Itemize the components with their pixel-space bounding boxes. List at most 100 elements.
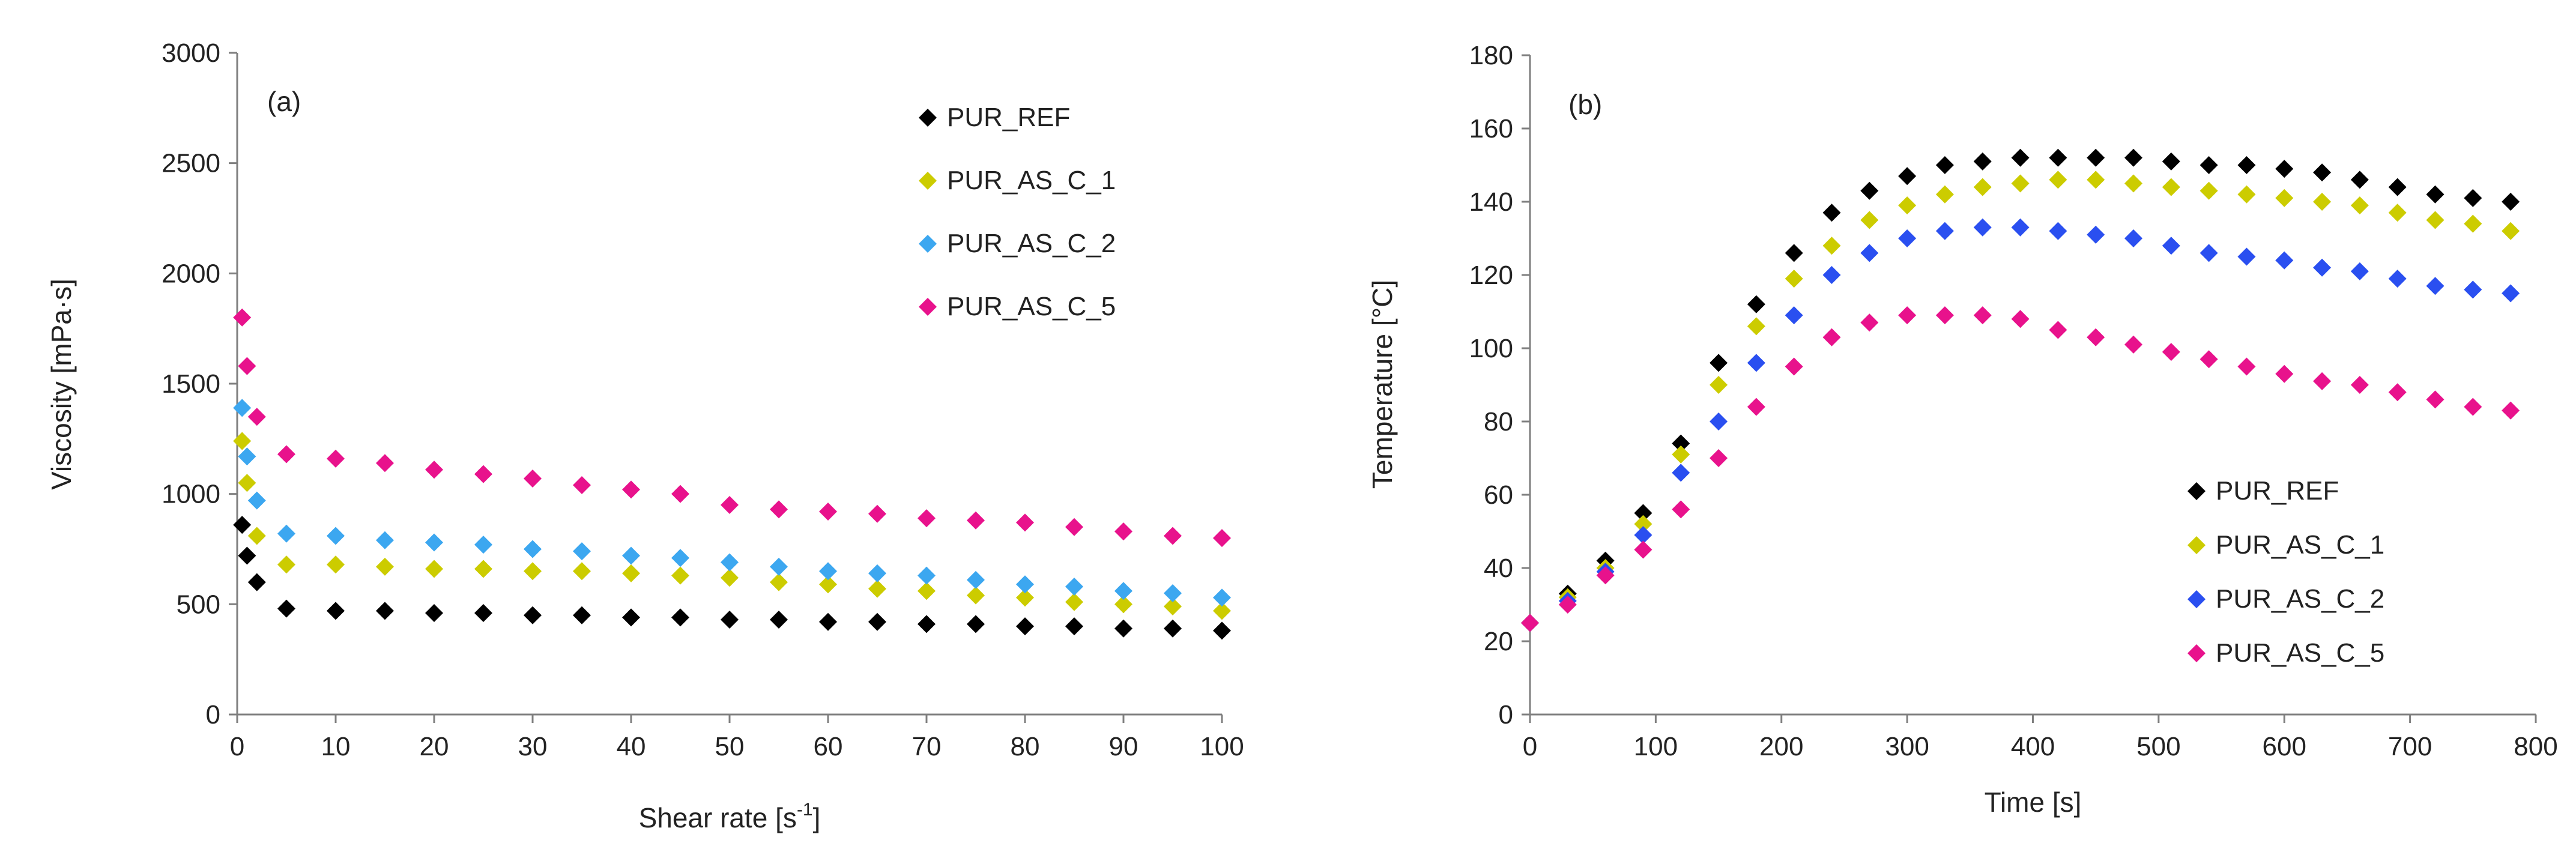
data-point	[1785, 244, 1803, 262]
data-point	[1114, 582, 1132, 600]
data-point	[1065, 617, 1083, 636]
data-point	[1860, 211, 1879, 229]
y-axis-label: Viscosity [mPa·s]	[46, 279, 77, 490]
data-point	[671, 485, 689, 503]
data-point	[868, 579, 886, 598]
data-point	[967, 570, 985, 589]
data-point	[1164, 527, 1182, 545]
chart-panel-1: 0 20 40 60 80 100 120 140 160 180 0 100 200 300 400 500…	[1367, 41, 2558, 818]
data-point	[2162, 152, 2180, 171]
data-point	[671, 549, 689, 567]
data-point	[671, 566, 689, 585]
data-point	[1785, 357, 1803, 376]
data-point	[2011, 148, 2030, 167]
data-point	[1898, 306, 1917, 325]
data-point	[1747, 354, 1765, 372]
data-point	[1672, 464, 1690, 482]
data-point	[524, 562, 542, 581]
data-point	[622, 564, 640, 582]
x-tick-label: 200	[1759, 732, 1803, 761]
data-point	[1114, 522, 1132, 541]
x-tick-label: 400	[2011, 732, 2055, 761]
data-point	[1973, 218, 1992, 237]
data-point	[721, 611, 739, 629]
data-point	[1935, 222, 1954, 240]
data-point	[1860, 244, 1879, 262]
x-tick-label: 500	[2136, 732, 2180, 761]
data-point	[1822, 237, 1841, 255]
y-tick-label: 2000	[162, 259, 220, 288]
legend-entry: PUR_AS_C_1	[2216, 530, 2384, 560]
data-point	[1634, 540, 1652, 559]
data-point	[2313, 163, 2332, 182]
data-point	[967, 586, 985, 605]
data-point	[2464, 214, 2482, 233]
data-point	[247, 573, 266, 591]
data-point	[770, 573, 788, 591]
series-pur-as-c-5	[233, 308, 1231, 548]
data-point	[1822, 204, 1841, 222]
data-point	[1747, 317, 1765, 336]
data-point	[967, 615, 985, 633]
data-point	[1634, 504, 1652, 522]
data-point	[1672, 434, 1690, 453]
data-point	[2350, 262, 2369, 280]
data-point	[2200, 181, 2218, 200]
data-point	[1558, 596, 1577, 614]
data-point	[2237, 247, 2256, 266]
data-point	[425, 461, 443, 479]
y-tick-label: 180	[1469, 41, 1513, 70]
data-point	[1596, 566, 1615, 585]
data-point	[327, 602, 345, 620]
data-point	[2426, 277, 2444, 295]
data-point	[2162, 178, 2180, 196]
y-tick-label: 1000	[162, 480, 220, 509]
data-point	[1935, 156, 1954, 174]
y-tick-label: 40	[1484, 554, 1513, 583]
y-tick-label: 80	[1484, 407, 1513, 437]
data-point	[247, 408, 266, 426]
data-point	[2087, 148, 2105, 167]
data-point	[2162, 237, 2180, 255]
data-point	[524, 606, 542, 624]
data-point	[2049, 222, 2067, 240]
data-point	[238, 474, 256, 492]
y-tick-label: 120	[1469, 261, 1513, 290]
data-point	[2275, 364, 2294, 383]
x-tick-label: 800	[2514, 732, 2557, 761]
y-tick-label: 2500	[162, 149, 220, 178]
data-point	[1213, 588, 1231, 607]
data-point	[1747, 295, 1765, 313]
data-point	[1898, 229, 1917, 247]
data-point	[524, 540, 542, 558]
data-point	[327, 555, 345, 574]
data-point	[233, 399, 252, 417]
data-point	[2200, 156, 2218, 174]
data-point	[233, 516, 252, 534]
data-point	[233, 432, 252, 450]
data-point	[2087, 225, 2105, 244]
data-point	[238, 546, 256, 565]
x-tick-label: 70	[912, 732, 942, 761]
y-tick-label: 1500	[162, 369, 220, 399]
legend-entry: PUR_AS_C_5	[947, 292, 1116, 321]
data-point	[2237, 357, 2256, 376]
data-point	[1065, 593, 1083, 611]
data-point	[2313, 372, 2332, 390]
y-tick-label: 100	[1469, 334, 1513, 363]
data-point	[2464, 189, 2482, 207]
data-point	[1634, 526, 1652, 545]
data-point	[425, 560, 443, 578]
y-tick-label: 60	[1484, 480, 1513, 510]
x-axis-label-superscript: -1	[797, 800, 813, 820]
panel-label: (b)	[1568, 89, 1602, 120]
x-tick-label: 30	[518, 732, 548, 761]
data-point	[868, 504, 886, 523]
data-point	[327, 449, 345, 468]
data-point	[2049, 321, 2067, 339]
data-point	[967, 511, 985, 530]
series-pur-as-c-1	[233, 432, 1231, 620]
data-point	[247, 491, 266, 510]
data-point	[573, 606, 591, 624]
